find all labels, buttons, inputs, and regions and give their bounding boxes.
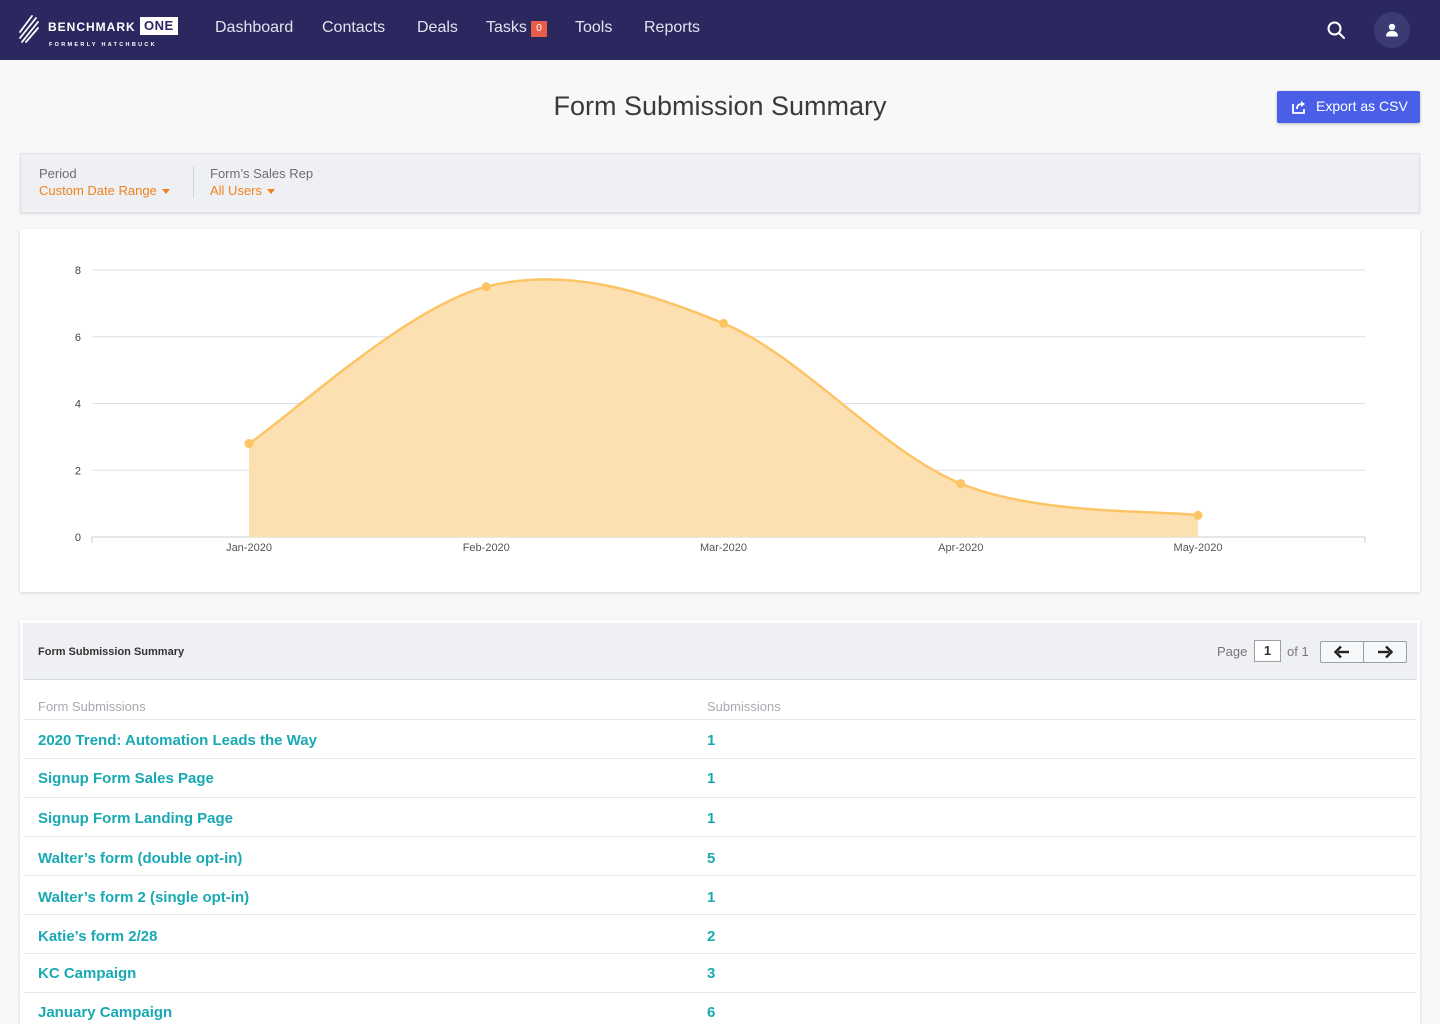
brand-tagline: FORMERLY HATCHBUCK [49,42,157,48]
column-header-submissions[interactable]: Submissions [707,699,781,714]
form-name-link[interactable]: Signup Form Landing Page [38,810,233,827]
nav-dashboard[interactable]: Dashboard [215,19,294,36]
previous-page-button[interactable] [1321,642,1364,662]
data-point [481,282,491,292]
table-row: Walter’s form (double opt-in) 5 [23,836,1417,875]
brand-name-suffix: ONE [140,17,178,35]
nav-contacts[interactable]: Contacts [322,19,386,36]
caret-down-icon [267,189,276,195]
x-tick-label: Apr-2020 [938,542,983,554]
brand-name: BENCHMARK [48,20,136,34]
tasks-count-badge: 0 [531,21,547,37]
period-filter-label: Period [39,166,77,181]
export-csv-button[interactable]: Export as CSV [1277,91,1420,123]
submission-count[interactable]: 6 [707,1004,716,1021]
user-avatar[interactable] [1374,12,1410,48]
data-point [1193,510,1203,520]
page-number-input[interactable]: 1 [1254,640,1281,662]
submission-count[interactable]: 1 [707,810,716,827]
y-tick-label: 8 [75,265,81,277]
table-title: Form Submission Summary [38,646,185,658]
chart-card: 0 2 4 6 8 Jan-2020 Feb-2020 Mar-2020 Apr-2020 May… [20,229,1420,592]
pager-total: of 1 [1287,644,1309,659]
y-tick-label: 2 [75,465,81,477]
y-tick-label: 6 [75,332,81,344]
export-csv-label: Export as CSV [1316,98,1408,114]
arrow-right-icon [1378,645,1393,659]
filter-divider [193,166,194,198]
form-name-link[interactable]: Katie’s form 2/28 [38,928,158,945]
brand-logo[interactable]: BENCHMARK ONE FORMERLY HATCHBUCK [18,10,188,50]
data-point [244,439,254,449]
nav-deals[interactable]: Deals [417,19,458,36]
submission-count[interactable]: 3 [707,965,716,982]
table-row: Walter’s form 2 (single opt-in) 1 [23,875,1417,914]
sales-rep-filter-label: Form’s Sales Rep [210,166,314,181]
submission-count[interactable]: 1 [707,889,716,906]
submission-count[interactable]: 5 [707,850,716,867]
form-name-link[interactable]: 2020 Trend: Automation Leads the Way [38,732,317,749]
caret-down-icon [161,189,170,195]
top-navigation: BENCHMARK ONE FORMERLY HATCHBUCK Dashboa… [0,0,1440,60]
form-name-link[interactable]: Walter’s form (double opt-in) [38,850,243,867]
nav-tasks[interactable]: Tasks [486,19,527,36]
form-name-link[interactable]: Walter’s form 2 (single opt-in) [38,889,250,906]
submission-count[interactable]: 1 [707,770,716,787]
y-tick-label: 4 [75,399,81,411]
data-point [956,479,966,489]
sales-rep-filter[interactable]: Form’s Sales Rep All Users [210,166,313,198]
data-point [719,318,728,328]
x-tick-label: Mar-2020 [700,542,747,554]
table-row: KC Campaign 3 [23,953,1417,992]
column-header-form[interactable]: Form Submissions [38,699,146,714]
series-area [249,279,1198,537]
table-row: January Campaign 6 [23,992,1417,1024]
user-icon [1386,23,1398,37]
table-row: 2020 Trend: Automation Leads the Way 1 [23,719,1417,758]
arrow-left-icon [1334,645,1349,659]
table-header-bar: Form Submission Summary Page 1 of 1 [23,623,1417,680]
x-tick-label: May-2020 [1174,542,1223,554]
period-filter[interactable]: Period Custom Date Range [39,166,170,198]
logo-mark-icon [19,15,39,43]
filter-bar: Period Custom Date Range Form’s Sales Re… [20,153,1420,213]
form-name-link[interactable]: KC Campaign [38,965,137,982]
table-row: Katie’s form 2/28 2 [23,914,1417,953]
form-name-link[interactable]: Signup Form Sales Page [38,770,214,787]
sales-rep-filter-value[interactable]: All Users [210,183,313,198]
pager-label: Page [1217,644,1248,659]
y-tick-label: 0 [75,532,81,544]
x-tick-label: Feb-2020 [463,542,510,554]
submissions-area-chart: 0 2 4 6 8 Jan-2020 Feb-2020 Mar-2020 Apr-2020 May… [75,265,1366,554]
page-title: Form Submission Summary [553,91,887,121]
pager-buttons [1320,641,1407,663]
table-row: Signup Form Landing Page 1 [23,797,1417,836]
next-page-button[interactable] [1364,642,1407,662]
x-tick-label: Jan-2020 [226,542,272,554]
nav-tools[interactable]: Tools [575,19,613,36]
nav-reports[interactable]: Reports [644,19,701,36]
submission-count[interactable]: 2 [707,928,716,945]
table-row: Signup Form Sales Page 1 [23,758,1417,797]
form-name-link[interactable]: January Campaign [38,1004,173,1021]
period-filter-value[interactable]: Custom Date Range [39,183,170,198]
share-export-icon [1292,101,1305,114]
search-icon[interactable] [1326,20,1346,40]
submission-count[interactable]: 1 [707,732,716,749]
summary-table-card: Form Submission Summary Page 1 of 1 Form… [20,620,1420,1024]
